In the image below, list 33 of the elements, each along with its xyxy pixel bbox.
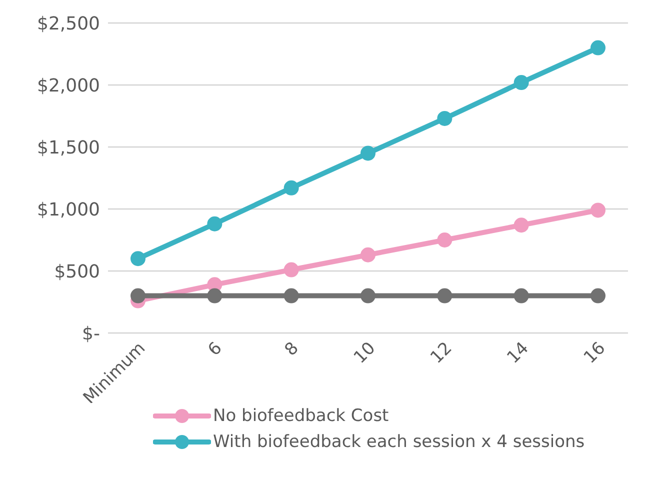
point: [284, 262, 299, 278]
point: [284, 288, 299, 304]
y-tick-label: $2,000: [37, 75, 100, 96]
point: [437, 232, 452, 248]
point: [207, 216, 222, 232]
point: [437, 110, 452, 126]
x-tick-label: 10: [350, 338, 380, 368]
point: [590, 40, 606, 56]
y-tick-label: $1,000: [37, 199, 100, 220]
point: [514, 288, 529, 304]
legend-label: No biofeedback Cost: [213, 406, 389, 426]
x-tick-label: 6: [204, 338, 226, 360]
point: [437, 288, 452, 304]
y-tick-label: $2,500: [37, 13, 100, 34]
legend-label: With biofeedback each session x 4 sessions: [213, 432, 585, 452]
point: [130, 288, 146, 304]
point: [590, 288, 606, 304]
point: [207, 288, 222, 304]
x-tick-label: 8: [281, 338, 303, 360]
point: [360, 288, 376, 304]
point: [514, 218, 529, 233]
point: [360, 146, 376, 161]
y-tick-label: $1,500: [37, 137, 100, 158]
point: [590, 202, 606, 218]
x-tick-label: 14: [503, 338, 533, 368]
x-tick-label: 12: [426, 338, 456, 368]
x-tick-label: 16: [580, 338, 610, 368]
y-tick-label: $-: [82, 323, 100, 344]
point: [514, 75, 529, 90]
point: [284, 180, 299, 196]
point: [360, 247, 376, 262]
point: [130, 251, 146, 266]
y-tick-label: $500: [54, 261, 100, 282]
